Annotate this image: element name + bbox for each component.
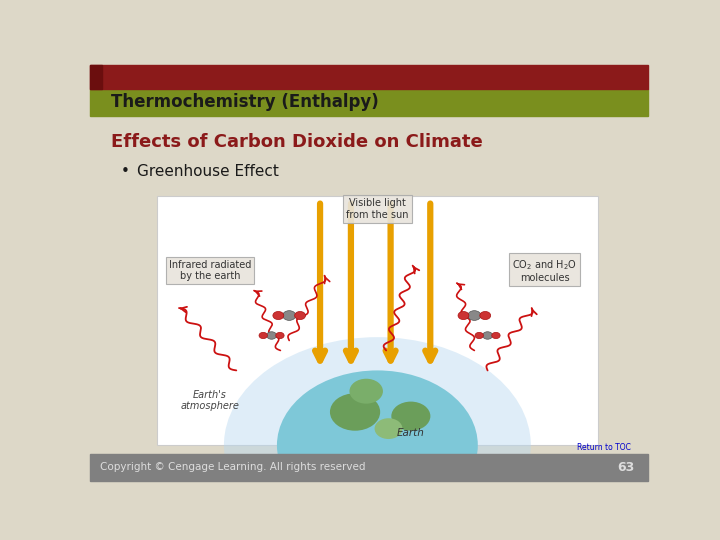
Bar (157, 196, 598, 446)
Circle shape (468, 310, 481, 320)
Text: CO$_2$ and H$_2$O
molecules: CO$_2$ and H$_2$O molecules (513, 258, 577, 284)
Circle shape (475, 332, 483, 339)
Bar (90, 65, 102, 89)
Text: Effects of Carbon Dioxide on Climate: Effects of Carbon Dioxide on Climate (111, 133, 483, 151)
Text: Return to TOC: Return to TOC (577, 443, 631, 452)
Circle shape (349, 379, 383, 404)
Circle shape (276, 332, 284, 339)
Text: Greenhouse Effect: Greenhouse Effect (138, 164, 279, 179)
Text: Visible light
from the sun: Visible light from the sun (346, 198, 409, 220)
Bar (90, 89, 648, 116)
Circle shape (374, 418, 402, 439)
Text: Earth: Earth (397, 428, 425, 438)
Text: 63: 63 (617, 461, 634, 474)
Circle shape (392, 402, 431, 431)
Circle shape (330, 393, 380, 431)
Text: •: • (121, 164, 130, 179)
Text: Earth's
atmosphere: Earth's atmosphere (181, 389, 239, 411)
Circle shape (277, 370, 478, 520)
Circle shape (273, 312, 284, 320)
Bar (90, 454, 648, 481)
Text: Copyright © Cengage Learning. All rights reserved: Copyright © Cengage Learning. All rights… (100, 462, 366, 472)
Circle shape (492, 332, 500, 339)
Circle shape (266, 332, 276, 339)
Circle shape (458, 312, 469, 320)
Text: Thermochemistry (Enthalpy): Thermochemistry (Enthalpy) (111, 93, 379, 111)
Circle shape (294, 312, 305, 320)
Circle shape (283, 310, 296, 320)
Circle shape (259, 332, 267, 339)
Text: Section 10.6: Section 10.6 (111, 68, 228, 86)
Ellipse shape (224, 337, 531, 540)
Text: Infrared radiated
by the earth: Infrared radiated by the earth (168, 260, 251, 281)
Bar (90, 65, 648, 89)
Circle shape (482, 332, 492, 339)
Circle shape (480, 312, 490, 320)
